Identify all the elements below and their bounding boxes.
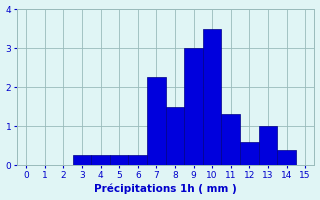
Bar xyxy=(277,150,296,165)
Bar xyxy=(184,48,203,165)
Bar xyxy=(166,107,184,165)
Bar xyxy=(259,126,277,165)
Bar xyxy=(73,155,91,165)
Bar xyxy=(110,155,128,165)
Bar xyxy=(240,142,259,165)
Bar xyxy=(128,155,147,165)
Bar xyxy=(203,29,221,165)
Bar xyxy=(221,114,240,165)
Bar xyxy=(91,155,110,165)
Bar xyxy=(147,77,166,165)
X-axis label: Précipitations 1h ( mm ): Précipitations 1h ( mm ) xyxy=(94,184,237,194)
